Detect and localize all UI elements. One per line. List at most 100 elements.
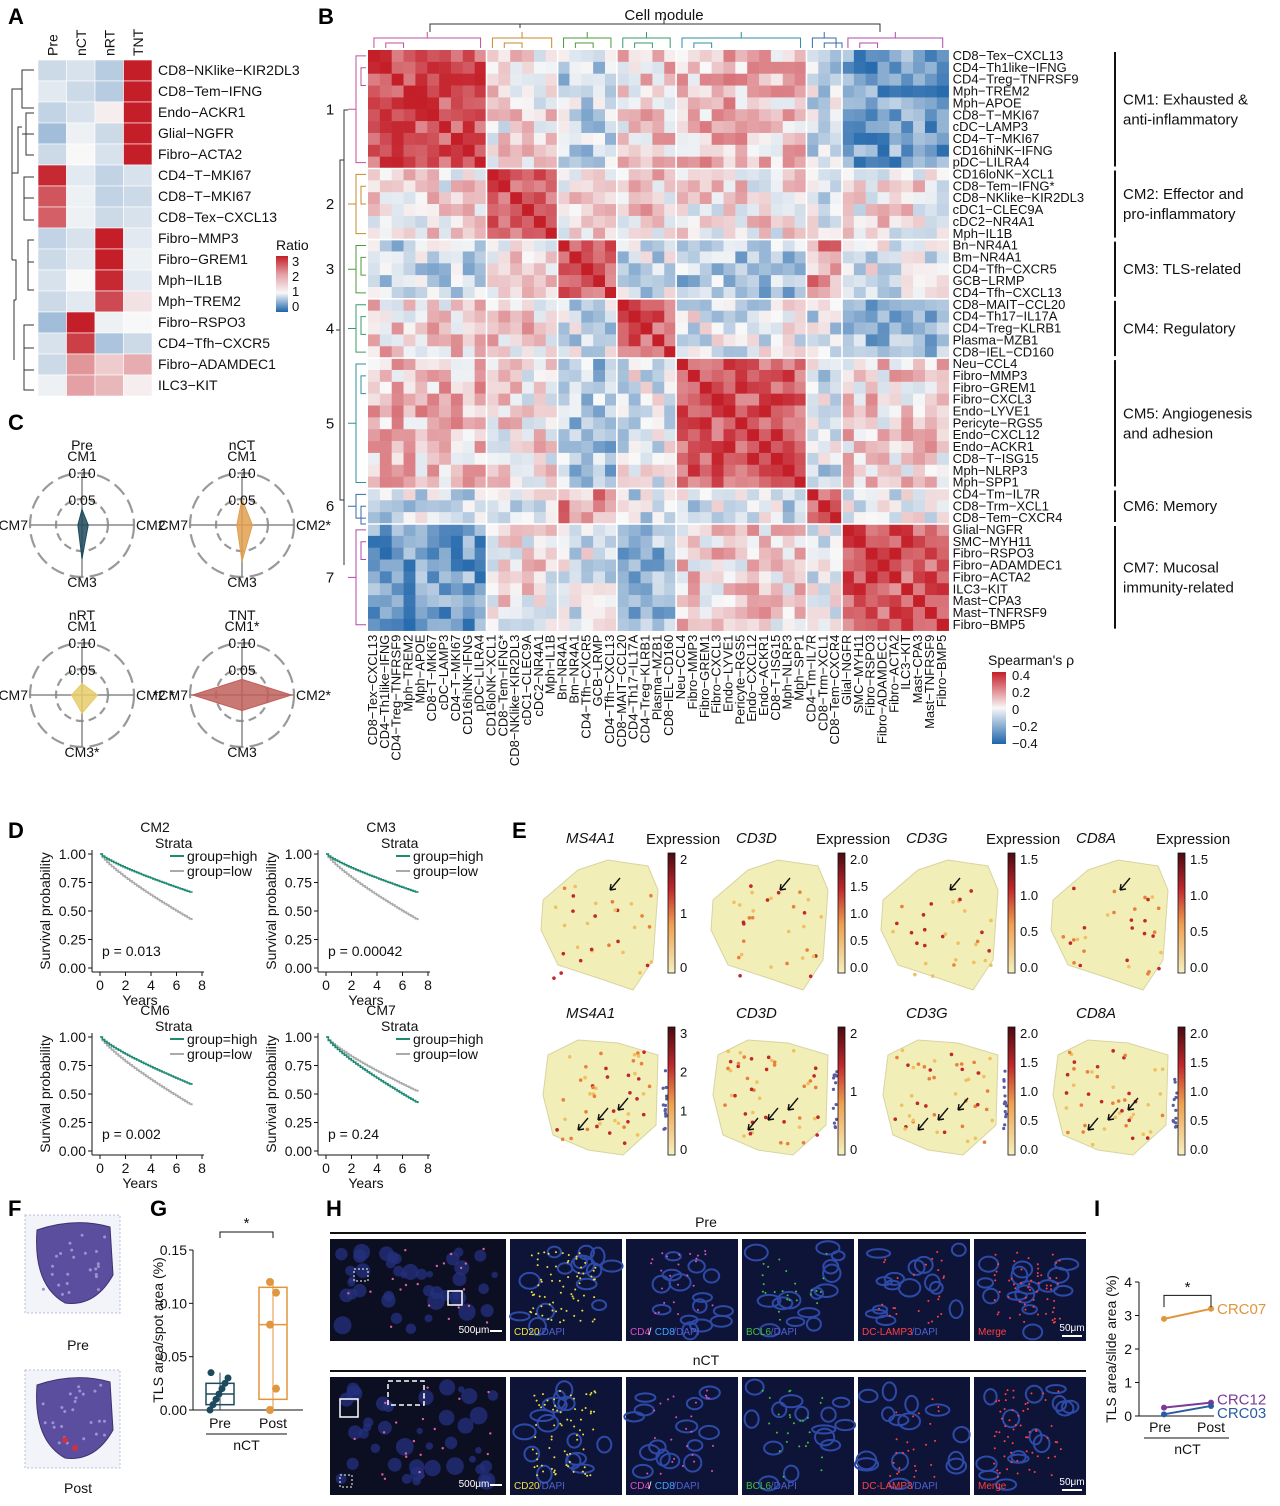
tissue-section bbox=[880, 859, 999, 991]
marker-dot bbox=[651, 1258, 654, 1261]
correlation-cell bbox=[723, 156, 736, 169]
correlation-cell bbox=[924, 369, 938, 383]
marker-dot bbox=[930, 1463, 933, 1466]
radar-ring-label: 0.05 bbox=[228, 662, 255, 678]
series-line bbox=[1163, 1404, 1212, 1416]
column-label: Mph−SPP1 bbox=[792, 635, 807, 701]
correlation-cell bbox=[818, 227, 831, 240]
correlation-cell bbox=[842, 287, 855, 300]
edge-spot bbox=[1002, 1079, 1006, 1083]
correlation-cell bbox=[379, 417, 392, 430]
column-label: Endo−ACKR1 bbox=[756, 635, 771, 716]
correlation-cell bbox=[901, 73, 914, 86]
correlation-cell bbox=[806, 132, 819, 146]
expression-spot bbox=[1141, 1132, 1146, 1137]
marker-dot bbox=[570, 1293, 573, 1296]
marker-dot bbox=[1053, 1306, 1056, 1309]
g-y-tick-label: 0.05 bbox=[160, 1349, 187, 1365]
correlation-cell bbox=[924, 571, 938, 584]
correlation-cell bbox=[427, 168, 440, 181]
correlation-cell bbox=[759, 263, 772, 276]
marker-dot bbox=[998, 1471, 1001, 1474]
signal-dot bbox=[382, 1431, 386, 1434]
column-label: Mph−APOE bbox=[412, 634, 427, 703]
rho-tick: 0 bbox=[1012, 702, 1019, 717]
correlation-cell bbox=[510, 429, 523, 442]
he-texture bbox=[41, 1287, 45, 1291]
module-dendrogram-left bbox=[348, 245, 366, 294]
correlation-cell bbox=[498, 298, 511, 311]
gland-structure bbox=[819, 1438, 842, 1452]
expression-tick: 1 bbox=[680, 1103, 687, 1118]
heatmap-cell bbox=[123, 164, 153, 187]
correlation-cell bbox=[853, 464, 866, 477]
correlation-cell bbox=[699, 405, 712, 418]
correlation-cell bbox=[403, 358, 416, 371]
correlation-cell bbox=[806, 606, 819, 620]
expression-spot bbox=[641, 1092, 646, 1096]
heatmap-cell bbox=[94, 122, 124, 145]
correlation-cell bbox=[865, 109, 878, 122]
correlation-cell bbox=[687, 310, 701, 323]
correlation-cell bbox=[427, 369, 440, 383]
correlation-cell bbox=[770, 97, 784, 110]
correlation-cell bbox=[605, 535, 618, 548]
correlation-cell bbox=[403, 571, 416, 584]
correlation-cell bbox=[853, 156, 866, 169]
correlation-cell bbox=[794, 535, 807, 548]
correlation-cell bbox=[924, 488, 938, 501]
correlation-cell bbox=[581, 500, 594, 513]
correlation-cell bbox=[545, 334, 558, 347]
expression-tick: 2.0 bbox=[1190, 1026, 1208, 1041]
correlation-cell bbox=[545, 132, 558, 146]
correlation-cell bbox=[924, 192, 938, 205]
correlation-cell bbox=[936, 61, 949, 74]
expression-spot bbox=[573, 884, 577, 889]
gland-structure bbox=[638, 1444, 661, 1461]
correlation-cell bbox=[450, 310, 464, 323]
signal-dot bbox=[404, 1248, 407, 1252]
marker-dot bbox=[808, 1431, 811, 1434]
edge-spot bbox=[832, 1121, 837, 1125]
correlation-cell bbox=[901, 595, 914, 608]
correlation-cell bbox=[794, 476, 807, 489]
correlation-cell bbox=[723, 618, 736, 631]
correlation-cell bbox=[474, 215, 487, 229]
correlation-cell bbox=[770, 121, 784, 134]
signal-dot bbox=[353, 1437, 356, 1441]
correlation-cell bbox=[794, 547, 807, 560]
arrow-icon bbox=[949, 877, 961, 891]
correlation-cell bbox=[640, 322, 653, 335]
tissue-blob bbox=[491, 1271, 498, 1279]
correlation-cell bbox=[735, 535, 748, 548]
correlation-cell bbox=[391, 73, 404, 86]
correlation-cell bbox=[913, 121, 926, 134]
correlation-cell bbox=[664, 73, 677, 86]
correlation-cell bbox=[368, 61, 381, 74]
correlation-cell bbox=[415, 547, 428, 560]
correlation-cell bbox=[936, 263, 949, 276]
he-texture bbox=[102, 1419, 106, 1423]
correlation-cell bbox=[533, 180, 547, 193]
expression-spot bbox=[975, 939, 980, 944]
expression-spot bbox=[1159, 950, 1163, 955]
he-texture bbox=[65, 1281, 69, 1285]
heatmap-cell bbox=[37, 143, 67, 166]
correlation-cell bbox=[901, 524, 914, 537]
correlation-cell bbox=[486, 156, 499, 169]
correlation-cell bbox=[913, 144, 926, 157]
correlation-cell bbox=[415, 204, 428, 217]
correlation-cell bbox=[379, 322, 392, 335]
correlation-cell bbox=[427, 239, 440, 252]
correlation-cell bbox=[759, 310, 772, 323]
correlation-cell bbox=[533, 417, 547, 430]
row-label: Glial−NGFR bbox=[953, 522, 1023, 537]
marker-dot bbox=[1049, 1277, 1052, 1280]
expression-spot bbox=[599, 1051, 603, 1056]
heatmap-cell bbox=[66, 122, 96, 145]
correlation-cell bbox=[545, 121, 558, 134]
correlation-cell bbox=[676, 239, 689, 252]
expression-tick: 1.5 bbox=[1190, 852, 1208, 867]
marker-dot bbox=[895, 1313, 898, 1316]
signal-dot bbox=[426, 1386, 429, 1389]
